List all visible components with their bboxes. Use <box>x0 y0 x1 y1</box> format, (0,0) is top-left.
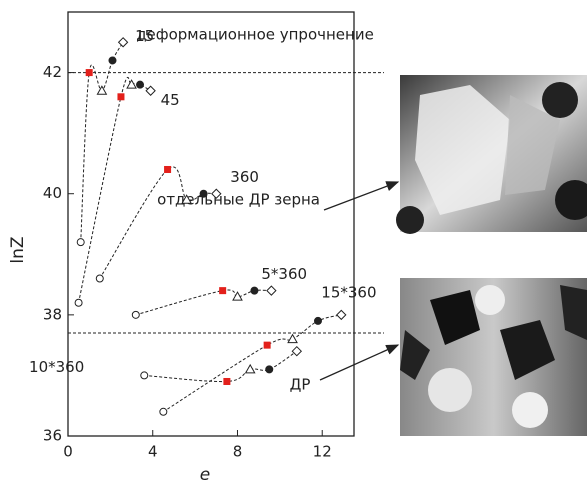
y-axis-label: lnZ <box>8 236 28 263</box>
series-label: 15 <box>135 27 154 45</box>
marker <box>127 80 136 88</box>
marker <box>77 239 84 246</box>
marker <box>160 408 167 415</box>
x-tick-label: 0 <box>63 443 73 461</box>
series-line <box>136 290 272 315</box>
marker <box>251 287 258 294</box>
marker <box>337 310 346 319</box>
y-tick-label: 40 <box>43 184 62 202</box>
marker <box>219 287 226 294</box>
marker <box>96 275 103 282</box>
marker <box>223 378 230 385</box>
marker <box>117 93 124 100</box>
marker <box>75 299 82 306</box>
series-line <box>79 77 151 302</box>
series-label: 5*360 <box>261 265 307 283</box>
annotation: деформационное упрочнение <box>136 26 374 44</box>
marker <box>264 342 271 349</box>
micrograph-bottom <box>400 278 587 436</box>
series-line <box>163 315 341 412</box>
chart: деформационное упрочнение отдельные ДР з… <box>0 0 587 488</box>
arrow <box>324 182 398 210</box>
marker <box>164 166 171 173</box>
series-line <box>144 351 297 381</box>
series-line <box>100 167 217 279</box>
marker <box>200 190 207 197</box>
marker <box>266 366 273 373</box>
marker <box>132 311 139 318</box>
series-label: 360 <box>230 168 259 186</box>
series-label: 45 <box>161 91 180 109</box>
marker <box>119 38 128 47</box>
marker <box>86 69 93 76</box>
y-tick-label: 38 <box>43 305 62 323</box>
marker <box>292 347 301 356</box>
arrow <box>320 345 398 380</box>
marker <box>314 317 321 324</box>
marker <box>141 372 148 379</box>
marker <box>267 286 276 295</box>
marker <box>137 81 144 88</box>
plot-frame <box>68 12 354 436</box>
marker <box>109 57 116 64</box>
page: деформационное упрочнение отдельные ДР з… <box>0 0 587 488</box>
marker <box>97 86 106 94</box>
marker <box>246 365 255 373</box>
annotation: ДР <box>290 376 311 394</box>
series-label: 15*360 <box>321 283 376 301</box>
marker <box>288 335 297 343</box>
y-tick-label: 36 <box>43 427 62 445</box>
micrograph-top <box>396 75 587 234</box>
series-label: 10*360 <box>29 358 84 376</box>
x-tick-label: 8 <box>233 443 243 461</box>
x-tick-label: 4 <box>148 443 158 461</box>
y-tick-label: 42 <box>43 63 62 81</box>
x-tick-label: 12 <box>313 443 332 461</box>
x-axis-label: e <box>200 465 210 485</box>
annotation: отдельные ДР зерна <box>157 191 320 209</box>
marker <box>146 86 155 95</box>
